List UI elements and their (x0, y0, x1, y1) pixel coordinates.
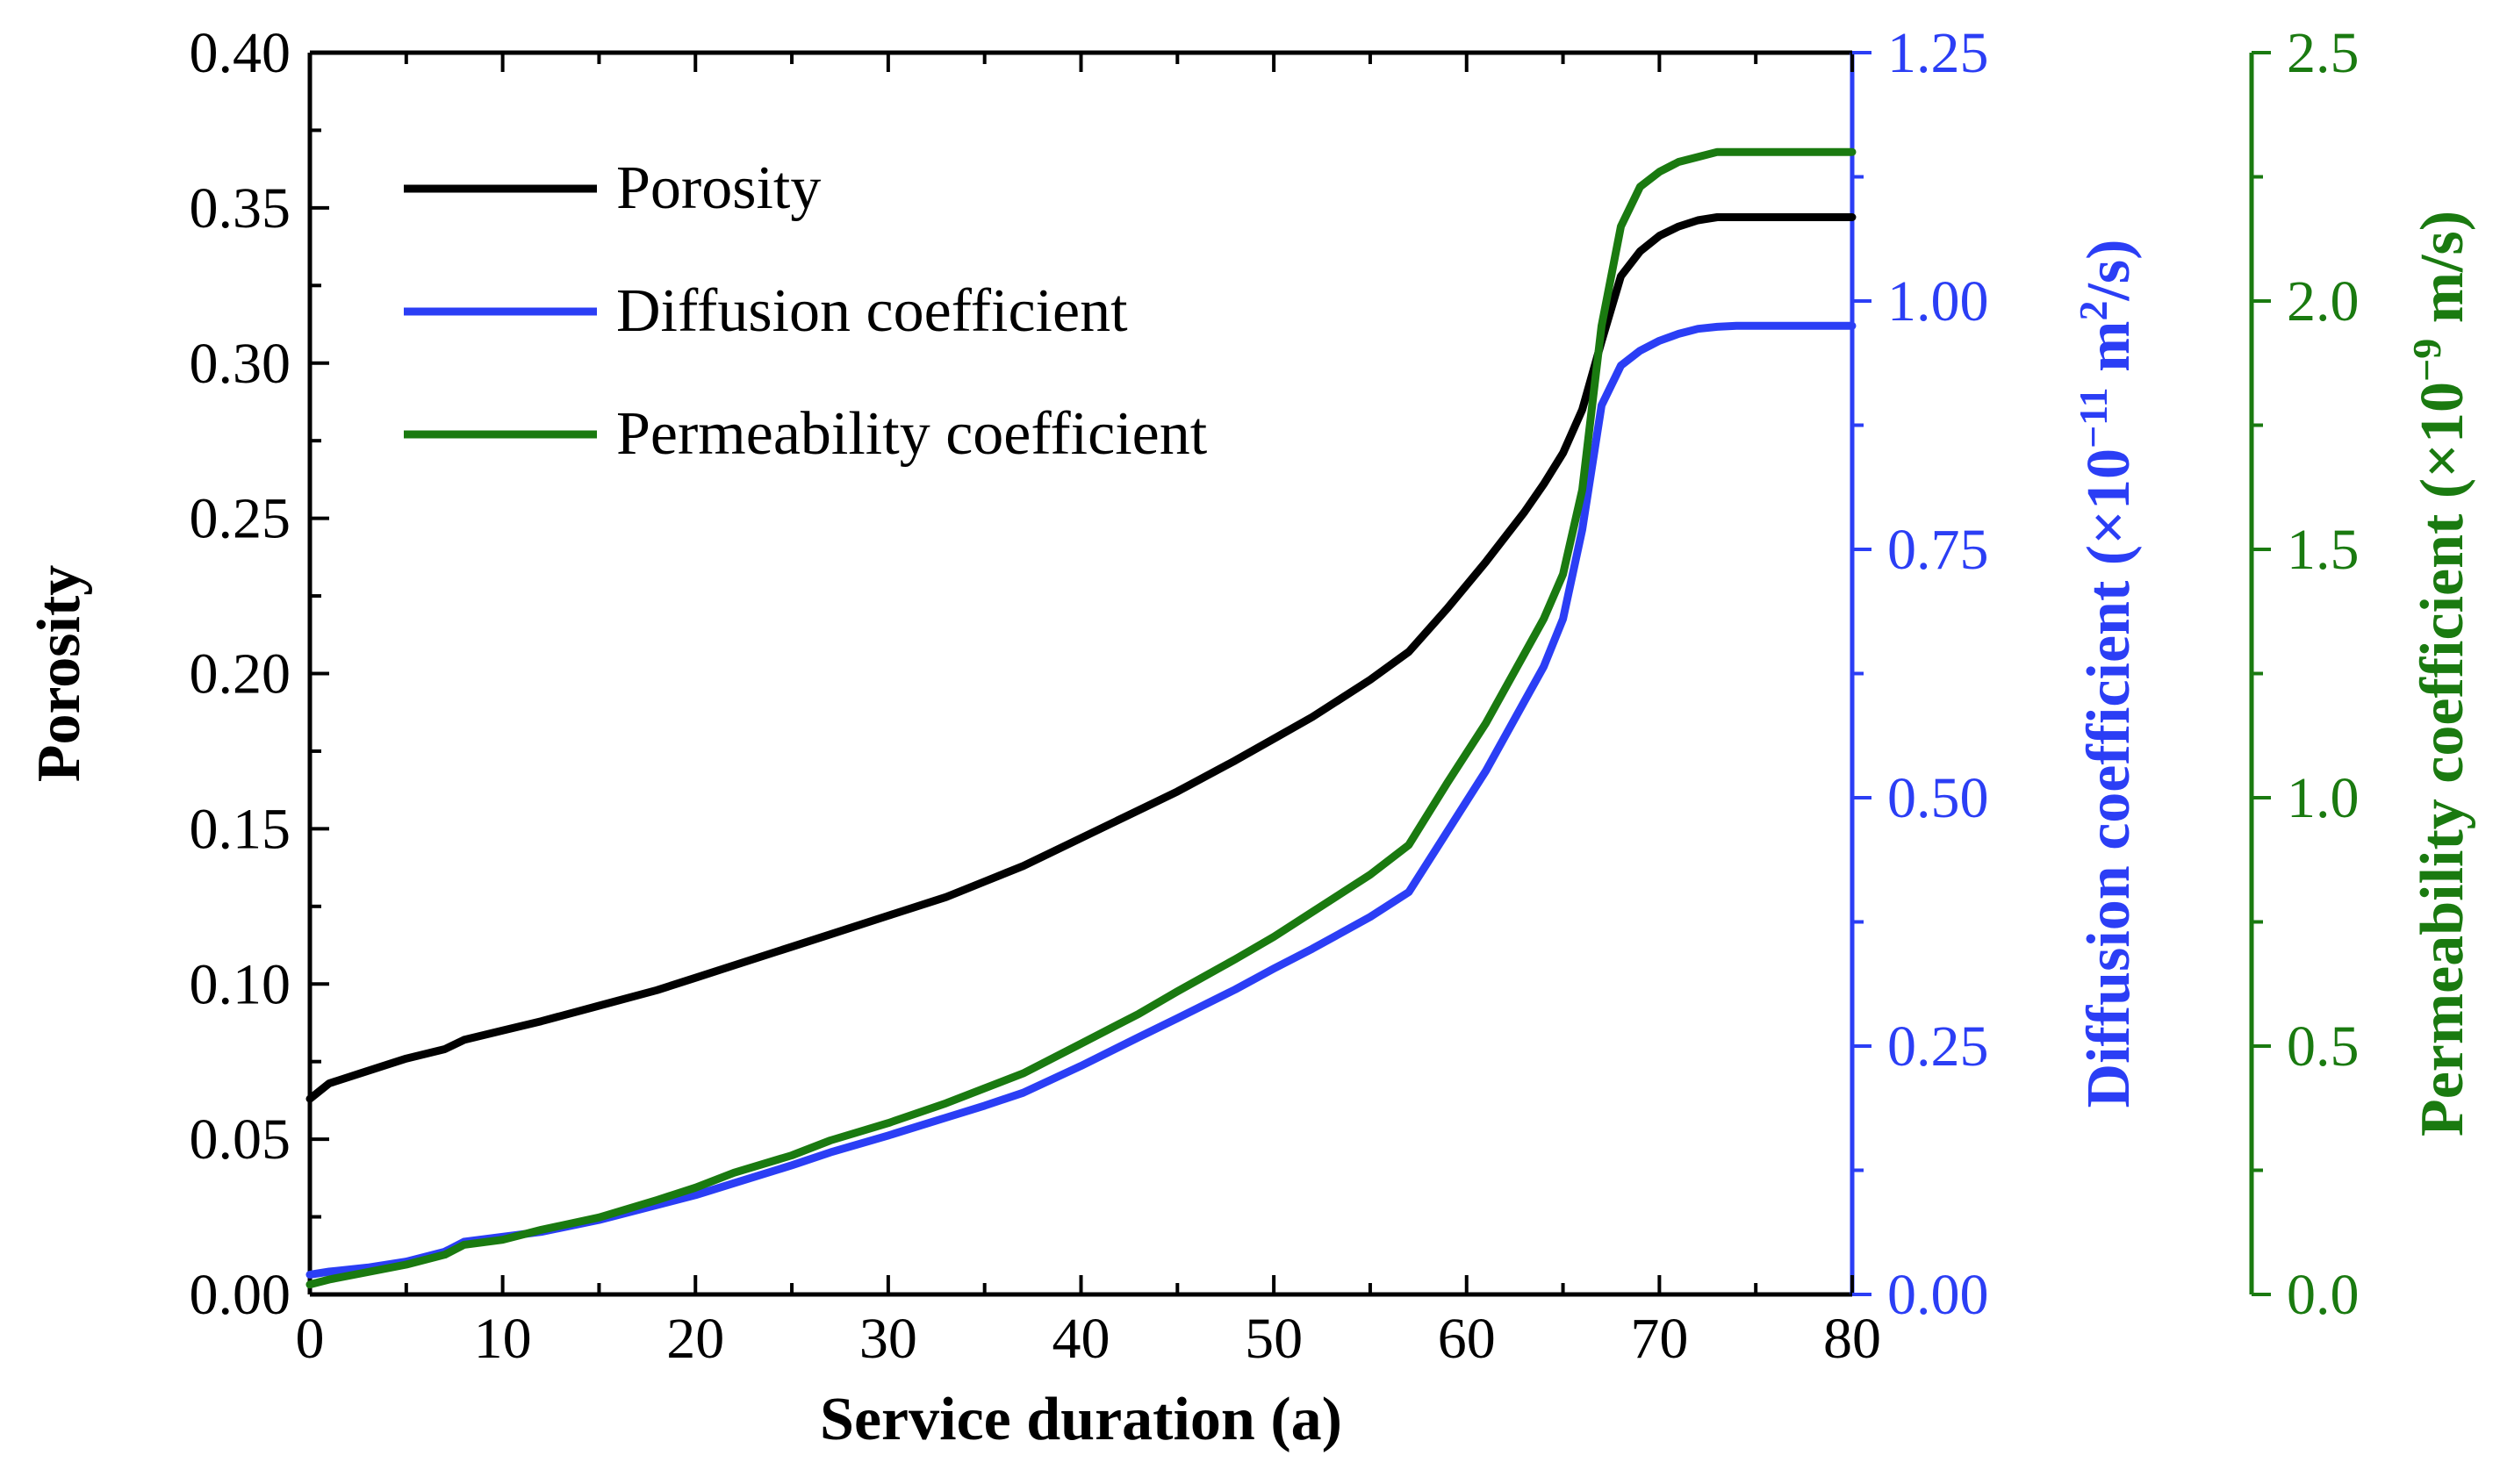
left-tick-label: 0.40 (190, 21, 291, 85)
left-tick-label: 0.35 (190, 176, 291, 240)
left-tick-label: 0.20 (190, 642, 291, 706)
series-line-permeability-coefficient (305, 147, 1857, 1289)
x-tick-label: 50 (1245, 1307, 1303, 1371)
series-line-diffusion-coefficient (305, 321, 1857, 1279)
legend-label: Permeability coefficient (616, 400, 1208, 468)
x-tick-label: 10 (474, 1307, 532, 1371)
x-axis-title: Service duration (a) (820, 1386, 1342, 1453)
permeability-axis-title-part: m/s) (2409, 211, 2476, 339)
permeability-axis-title-part: Permeability coefficient (×10 (2409, 382, 2476, 1136)
diffusion-axis-title-part: m (2075, 321, 2143, 388)
x-tick-label: 80 (1823, 1307, 1881, 1371)
x-tick-label: 20 (666, 1307, 724, 1371)
legend-label: Diffusion coefficient (616, 277, 1128, 345)
diffusion-axis-title: Diffusion coefficient (×10−11 m2/s) (2071, 240, 2144, 1108)
permeability-tick-label: 0.0 (2287, 1263, 2360, 1327)
diffusion-tick-label: 0.50 (1887, 766, 1989, 830)
permeability-axis-title-part: −9 (2404, 339, 2449, 382)
left-tick-label: 0.25 (190, 487, 291, 551)
permeability-tick-label: 1.0 (2287, 766, 2360, 830)
x-tick-label: 70 (1630, 1307, 1688, 1371)
x-tick-label: 60 (1438, 1307, 1496, 1371)
legend-group: Porosity Diffusion coefficient Permeabilit… (404, 154, 1208, 468)
diffusion-tick-label: 1.25 (1887, 21, 1989, 85)
series-line-porosity (305, 213, 1857, 1103)
permeability-axis-title: Permeability coefficient (×10−9 m/s) (2404, 211, 2477, 1136)
left-tick-label: 0.10 (190, 952, 291, 1016)
diffusion-axis-title-part: Diffusion coefficient (×10 (2075, 448, 2143, 1108)
permeability-tick-label: 1.5 (2287, 518, 2360, 582)
diffusion-axis-title-part: 2 (2071, 301, 2116, 321)
left-tick-label: 0.05 (190, 1108, 291, 1172)
left-tick-label: 0.30 (190, 332, 291, 396)
x-tick-label: 40 (1052, 1307, 1110, 1371)
permeability-tick-label: 2.0 (2287, 269, 2360, 333)
diffusion-axis-title-part: /s) (2075, 240, 2143, 302)
diffusion-tick-label: 1.00 (1887, 269, 1989, 333)
axes-group: 0 10 20 30 40 50 60 70 800.000.050.100.150.200.2… (190, 21, 2360, 1371)
diffusion-axis-title-part: −11 (2071, 387, 2116, 448)
permeability-tick-label: 0.5 (2287, 1014, 2360, 1079)
left-tick-label: 0.15 (190, 797, 291, 861)
x-tick-label: 0 (296, 1307, 325, 1371)
axis-titles-group: Service duration (a) Porosity Diffusion co… (25, 211, 2476, 1453)
x-tick-label: 30 (859, 1307, 917, 1371)
diffusion-tick-label: 0.00 (1887, 1263, 1989, 1327)
legend-label: Porosity (616, 154, 821, 222)
series-group (305, 147, 1857, 1289)
left-axis-title: Porosity (25, 565, 93, 783)
left-tick-label: 0.00 (190, 1263, 291, 1327)
permeability-tick-label: 2.5 (2287, 21, 2360, 85)
diffusion-tick-label: 0.25 (1887, 1014, 1989, 1079)
diffusion-tick-label: 0.75 (1887, 518, 1989, 582)
